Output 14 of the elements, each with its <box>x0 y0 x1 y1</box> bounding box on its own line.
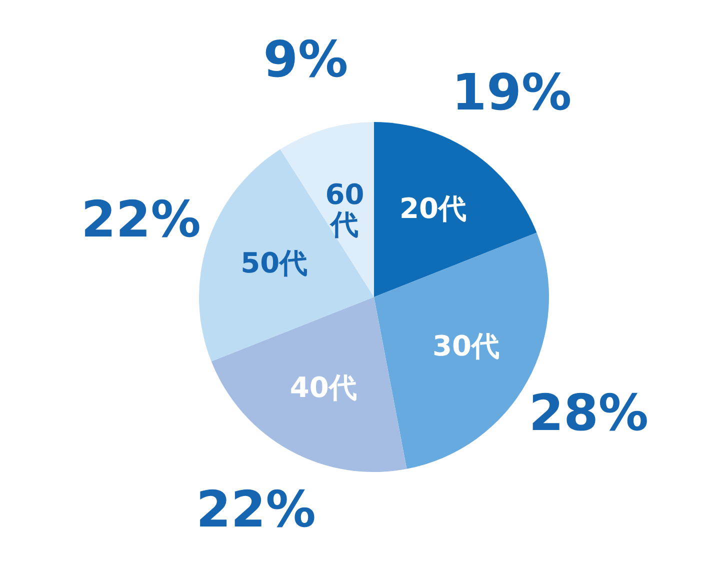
slice-label: 50代 <box>240 246 308 280</box>
slice-label: 60代 <box>325 178 364 242</box>
data-label: 28% <box>528 384 649 442</box>
slice-label: 30代 <box>432 330 500 363</box>
slice-label: 20代 <box>400 192 467 226</box>
slice-label: 40代 <box>290 371 357 404</box>
data-label: 22% <box>196 480 316 539</box>
pie-slice <box>280 122 374 297</box>
data-label: 19% <box>452 63 572 122</box>
pie-slice <box>211 297 407 472</box>
pie-slice <box>199 149 374 362</box>
data-label: 9% <box>263 30 348 89</box>
pie-slice <box>374 122 537 297</box>
data-label: 22% <box>81 190 201 248</box>
